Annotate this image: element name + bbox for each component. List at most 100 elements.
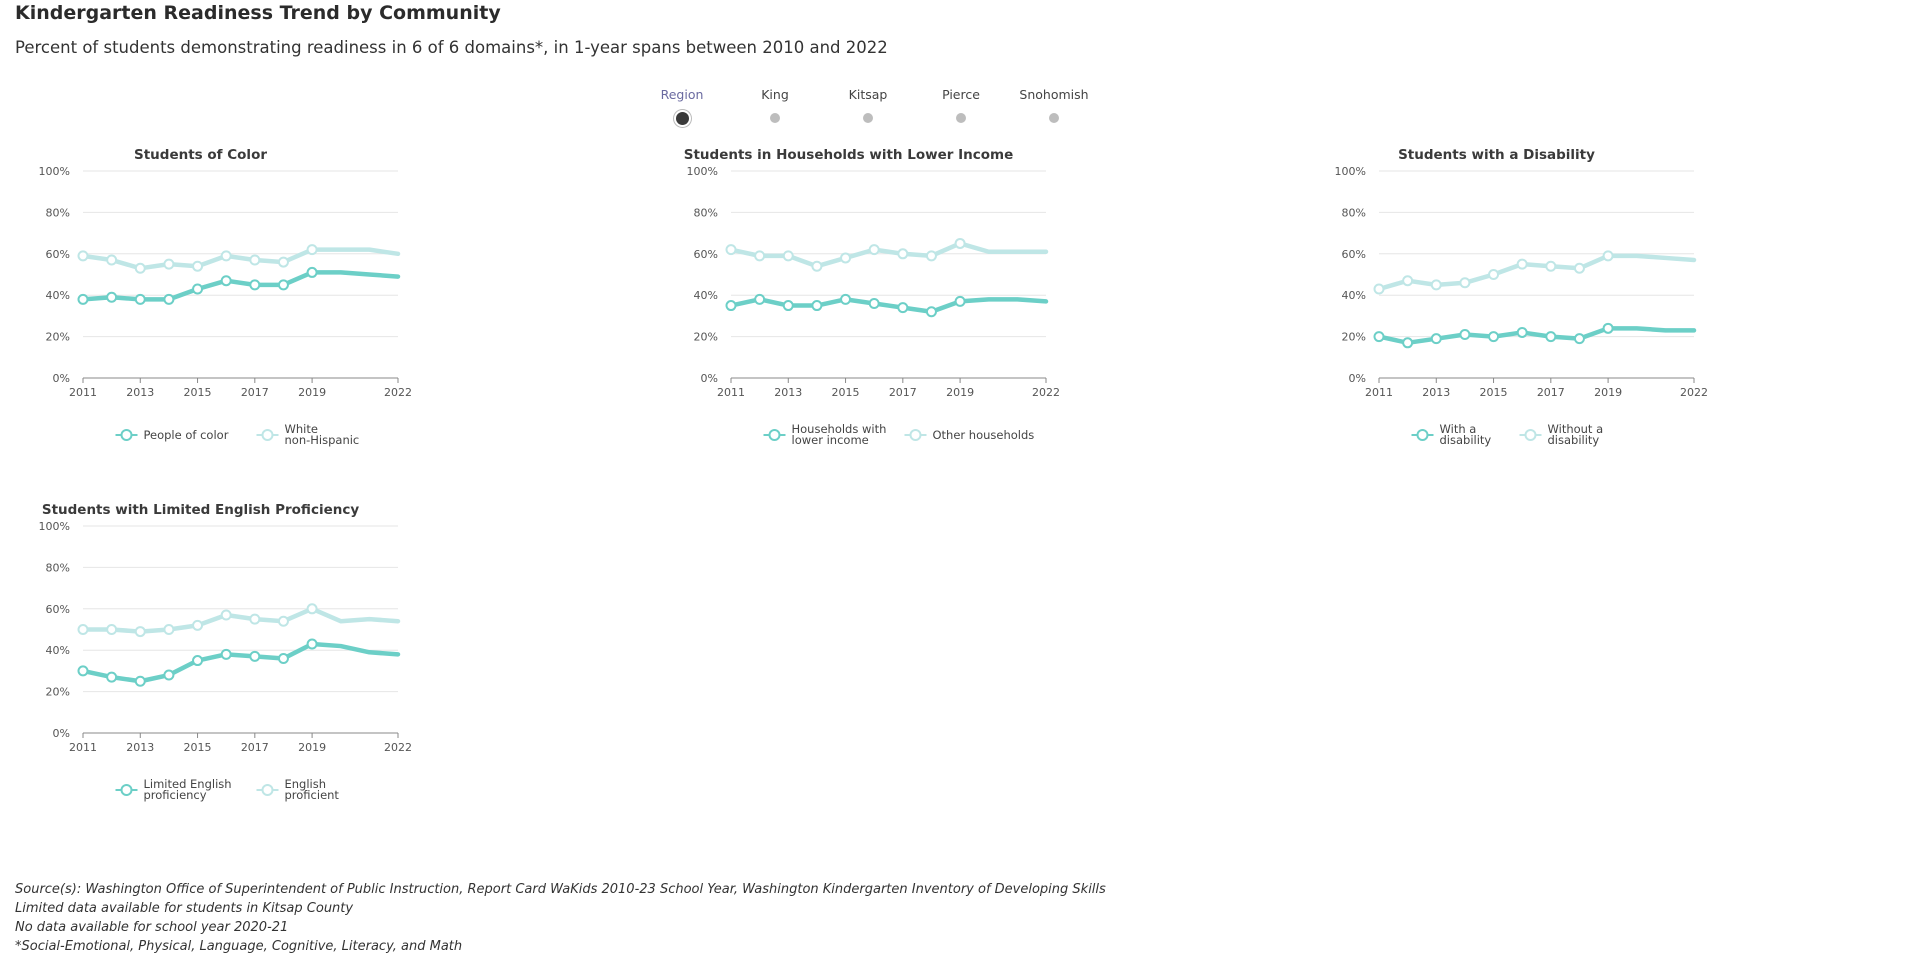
y-tick-label: 40% bbox=[1342, 289, 1366, 302]
legend-marker-icon bbox=[261, 784, 274, 796]
legend-label: proficiency bbox=[144, 788, 207, 802]
tab-region[interactable]: Region bbox=[627, 87, 737, 125]
tab-label: Snohomish bbox=[1019, 87, 1089, 102]
legend-label: proficient bbox=[285, 788, 340, 802]
data-point bbox=[106, 624, 118, 635]
legend-label: disability bbox=[1548, 433, 1600, 447]
y-tick-label: 0% bbox=[53, 372, 70, 385]
tab-king[interactable]: King bbox=[720, 87, 830, 123]
data-point bbox=[1516, 258, 1528, 270]
radio-dot-icon[interactable] bbox=[675, 112, 689, 125]
x-tick-label: 2017 bbox=[889, 386, 917, 399]
x-tick-label: 2015 bbox=[184, 386, 212, 399]
chart-svg: Students with a Disability 0% 20% 40% 60% 80%… bbox=[1335, 147, 1708, 447]
data-point bbox=[1573, 333, 1585, 345]
data-note: Limited data available for students in K… bbox=[15, 901, 354, 916]
data-point bbox=[249, 650, 261, 662]
x-tick-label: 2013 bbox=[126, 741, 154, 754]
legend-label: People of color bbox=[144, 428, 229, 442]
series-line bbox=[728, 297, 1049, 315]
x-tick-label: 2017 bbox=[241, 386, 269, 399]
legend-label: Without a bbox=[1548, 422, 1604, 436]
y-tick-label: 80% bbox=[1342, 206, 1366, 219]
chart-students-of-color: Students of Color 0% 20% 40% 60% 80% 100% 2011 2… bbox=[28, 145, 428, 475]
data-point bbox=[220, 250, 232, 262]
legend-marker-icon bbox=[120, 784, 133, 796]
data-point bbox=[954, 295, 966, 307]
data-point bbox=[1545, 331, 1557, 343]
data-point bbox=[106, 671, 118, 683]
data-point bbox=[754, 250, 766, 262]
data-point bbox=[277, 279, 289, 291]
data-point bbox=[1430, 279, 1442, 291]
chart-svg: Students with Limited English Proficienc… bbox=[39, 502, 412, 802]
chart-svg: Students in Households with Lower Income… bbox=[684, 147, 1060, 447]
data-point bbox=[77, 250, 89, 262]
x-tick-label: 2019 bbox=[298, 741, 326, 754]
legend-label: disability bbox=[1440, 433, 1492, 447]
x-tick-label: 2019 bbox=[946, 386, 974, 399]
data-point bbox=[306, 603, 318, 615]
data-point bbox=[1402, 275, 1414, 287]
radio-dot-icon[interactable] bbox=[863, 113, 873, 123]
data-point bbox=[277, 652, 289, 664]
source-note: Source(s): Washington Office of Superint… bbox=[15, 882, 1106, 897]
data-point bbox=[782, 300, 794, 312]
tab-label: King bbox=[761, 87, 789, 102]
chart-title: Students with Limited English Proficienc… bbox=[42, 502, 359, 518]
data-point bbox=[868, 297, 880, 309]
data-point bbox=[220, 609, 232, 621]
chart-disability: Students with a Disability 0% 20% 40% 60% 80%… bbox=[1324, 145, 1724, 475]
data-point bbox=[1602, 322, 1614, 334]
y-tick-label: 80% bbox=[46, 561, 70, 574]
legend-marker-icon bbox=[261, 429, 274, 441]
radio-dot-icon[interactable] bbox=[770, 113, 780, 123]
y-tick-label: 60% bbox=[46, 248, 70, 261]
data-point bbox=[163, 669, 175, 681]
x-tick-label: 2019 bbox=[298, 386, 326, 399]
x-tick-label: 2015 bbox=[184, 741, 212, 754]
page-subtitle: Percent of students demonstrating readin… bbox=[15, 38, 888, 57]
data-point bbox=[725, 244, 737, 256]
x-tick-label: 2022 bbox=[1680, 386, 1708, 399]
legend-label: Limited English bbox=[144, 777, 232, 791]
y-tick-label: 20% bbox=[46, 686, 70, 699]
x-tick-label: 2022 bbox=[384, 386, 412, 399]
y-tick-label: 100% bbox=[39, 165, 70, 178]
y-tick-label: 80% bbox=[694, 206, 718, 219]
legend-label: English bbox=[285, 777, 327, 791]
data-point bbox=[1430, 333, 1442, 345]
y-tick-label: 80% bbox=[46, 206, 70, 219]
data-point bbox=[1573, 262, 1585, 274]
x-tick-label: 2011 bbox=[69, 386, 97, 399]
data-point bbox=[134, 626, 146, 638]
x-tick-label: 2011 bbox=[1365, 386, 1393, 399]
legend-label: Households with bbox=[792, 422, 887, 436]
data-point bbox=[249, 613, 261, 625]
data-point bbox=[840, 252, 852, 264]
chart-svg: Students of Color 0% 20% 40% 60% 80% 100% 2011 2… bbox=[39, 147, 412, 447]
legend-label: lower income bbox=[792, 433, 869, 447]
y-tick-label: 100% bbox=[39, 520, 70, 533]
data-point bbox=[77, 624, 89, 635]
radio-dot-icon[interactable] bbox=[956, 113, 966, 123]
radio-dot-icon[interactable] bbox=[1049, 113, 1059, 123]
y-tick-label: 0% bbox=[1349, 372, 1366, 385]
tab-kitsap[interactable]: Kitsap bbox=[813, 87, 923, 123]
y-tick-label: 20% bbox=[1342, 331, 1366, 344]
y-tick-label: 20% bbox=[694, 331, 718, 344]
legend-marker-icon bbox=[909, 429, 922, 441]
tab-snohomish[interactable]: Snohomish bbox=[999, 87, 1109, 123]
x-tick-label: 2013 bbox=[1422, 386, 1450, 399]
data-point bbox=[220, 275, 232, 287]
data-point bbox=[897, 248, 909, 260]
y-tick-label: 20% bbox=[46, 331, 70, 344]
tab-pierce[interactable]: Pierce bbox=[906, 87, 1016, 123]
data-point bbox=[192, 655, 204, 667]
x-tick-label: 2013 bbox=[126, 386, 154, 399]
x-tick-label: 2017 bbox=[241, 741, 269, 754]
series-line bbox=[80, 641, 401, 684]
series-line bbox=[80, 247, 401, 271]
data-point bbox=[192, 260, 204, 272]
data-point bbox=[811, 300, 823, 312]
